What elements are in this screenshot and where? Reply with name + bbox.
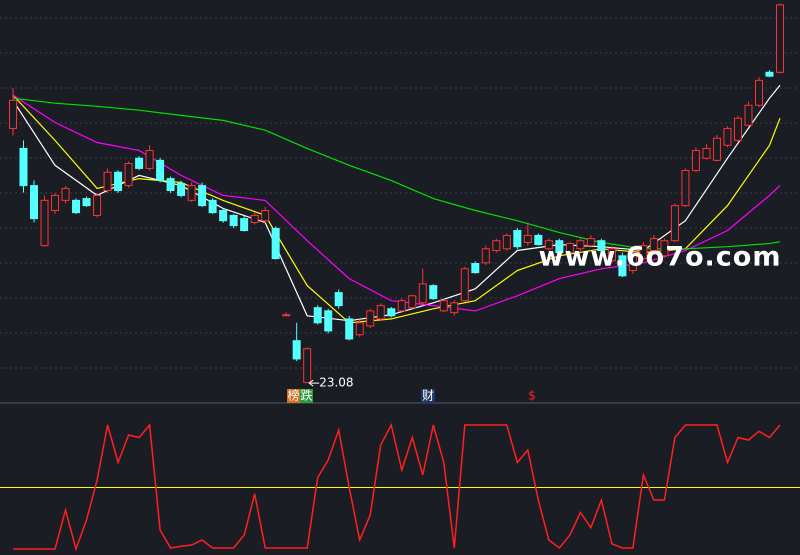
candle-body [366,310,375,327]
candle-body [618,255,627,277]
low-label: 23.08 [319,376,353,390]
low-arrow [308,379,320,387]
candle-body [418,283,427,304]
candle-body [765,71,774,77]
grid [0,17,800,369]
candle-body [376,305,385,320]
candle-body [114,171,123,192]
marker-bg [421,389,435,403]
candle-body [61,187,70,201]
candle-body [670,205,679,242]
candle-body [219,210,228,222]
candle-body [744,104,753,126]
candle-body [240,218,249,232]
marker: 财 [422,389,434,403]
candle-body [628,252,637,272]
candle-body [166,178,175,192]
candle-body [40,199,49,247]
candle-body [177,183,186,196]
candle-body [198,185,207,207]
candle-body [124,163,133,187]
candle-body [555,240,564,254]
indicator-line [13,422,781,552]
candle-body [607,248,616,262]
candle-body [30,185,39,220]
candle-body [334,292,343,307]
candle-body [19,147,28,187]
candle-body [51,194,60,212]
candle-body [439,300,448,312]
candle-body [324,310,333,332]
candle-body [355,322,364,336]
candle-body [313,307,322,324]
candle-body [229,214,238,227]
candle-body [103,171,112,192]
candle-body [261,210,270,222]
candle-body [250,214,259,223]
moving-average [12,94,781,324]
candle-body [9,99,17,129]
plot: 23.08 [0,3,800,552]
candle-body [387,308,396,317]
candle-body [597,240,606,252]
candle-body [681,170,690,207]
candle-body [513,230,522,248]
candle-body [534,234,543,246]
candle-body [93,194,102,216]
marker-bg [287,389,300,403]
candle-body [397,300,406,312]
candle-body [544,240,553,250]
candle-body [723,127,732,146]
marker: 榜 [287,388,299,403]
candle-body [408,295,417,309]
candle-body [576,240,585,250]
candle-body [135,157,144,169]
candle-body [72,199,81,214]
candle-body [271,227,280,260]
candle-body [691,150,700,172]
marker: $ [528,389,536,403]
candle-body [712,137,721,161]
candle-body [460,268,469,302]
candle-body [660,240,669,257]
candle-body [429,285,438,300]
candle-body [145,150,154,169]
moving-average [12,97,781,250]
candle-body [492,240,501,252]
candle-body [565,243,574,254]
candle-body [733,117,742,141]
candle-body [156,159,165,181]
candle-body [481,248,490,264]
candle-body [586,238,595,247]
candle-body [82,198,91,207]
candle-body [502,234,511,250]
marker-bg [300,389,313,403]
marker: 跌 [300,388,312,403]
candle-body [702,147,711,159]
candle-body [282,314,291,317]
candle-body [187,185,196,201]
candle-body [303,348,312,383]
candle-body [649,238,658,252]
candle-body [639,245,648,260]
candle-body [450,302,459,314]
candle-body [776,4,784,73]
candle-body [471,263,480,274]
candle-body [345,318,354,340]
watermark: www.6o7o.com [539,242,782,273]
candle-body [292,340,301,360]
candle-body [208,199,217,214]
candle-body [754,79,763,106]
candle-body [523,234,532,243]
